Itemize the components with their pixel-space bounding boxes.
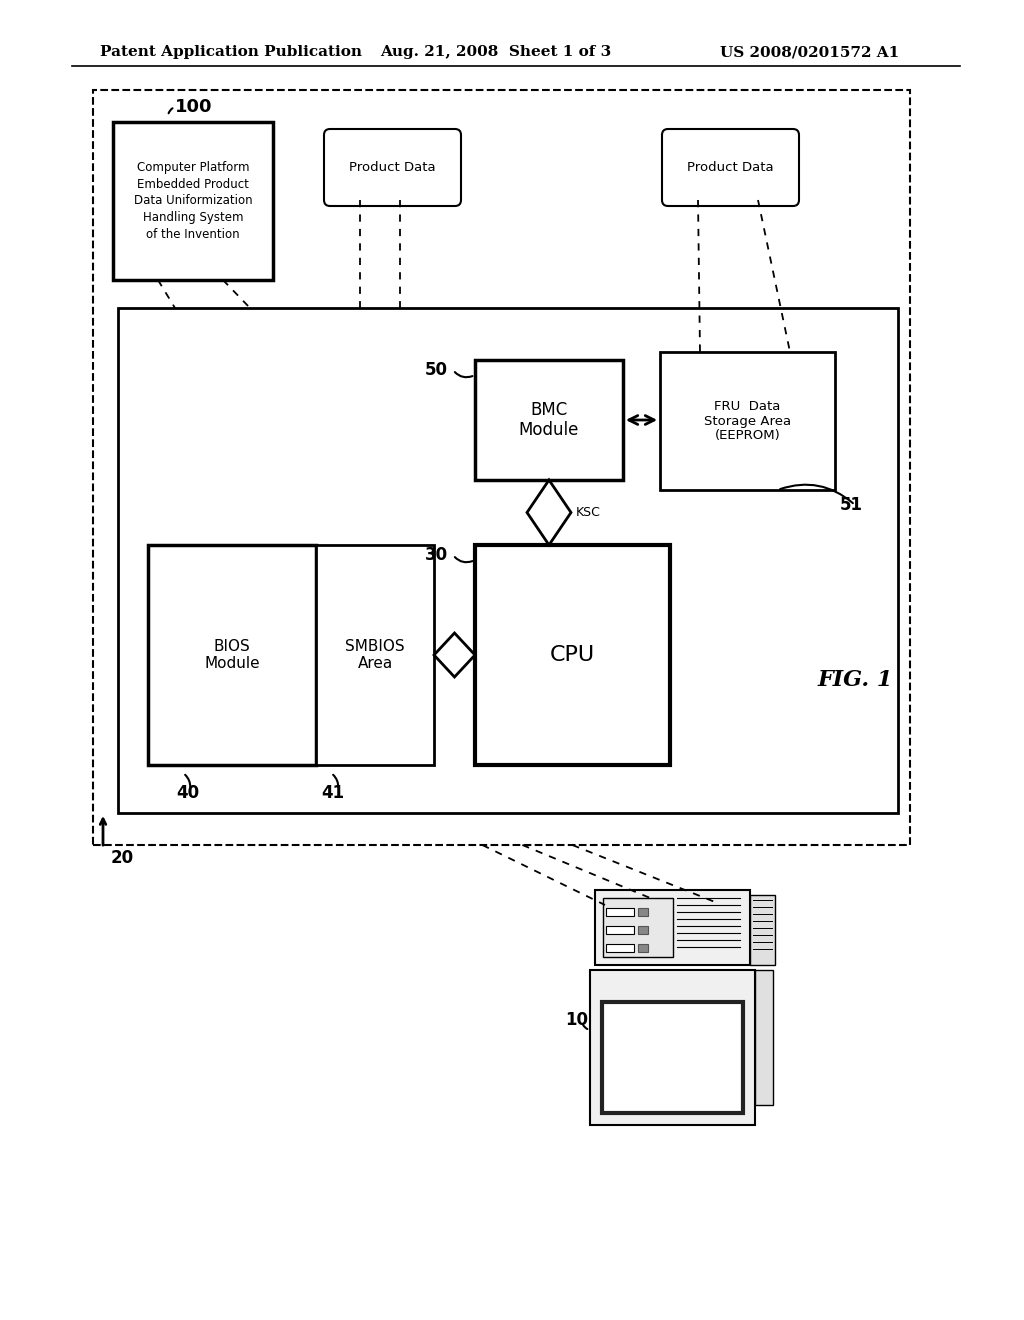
Text: Product Data: Product Data <box>687 161 774 174</box>
Text: 10: 10 <box>565 1011 588 1030</box>
Text: Aug. 21, 2008  Sheet 1 of 3: Aug. 21, 2008 Sheet 1 of 3 <box>380 45 611 59</box>
FancyBboxPatch shape <box>602 1002 743 1113</box>
Text: FIG. 1: FIG. 1 <box>817 669 893 690</box>
FancyBboxPatch shape <box>324 129 461 206</box>
Text: 51: 51 <box>840 496 863 513</box>
Polygon shape <box>527 480 571 545</box>
Text: BMC
Module: BMC Module <box>519 400 580 440</box>
Text: 30: 30 <box>425 546 449 564</box>
FancyBboxPatch shape <box>475 360 623 480</box>
Text: 50: 50 <box>425 360 449 379</box>
FancyBboxPatch shape <box>750 895 775 965</box>
Text: 20: 20 <box>111 849 134 867</box>
Text: Patent Application Publication: Patent Application Publication <box>100 45 362 59</box>
Text: 100: 100 <box>175 98 213 116</box>
FancyBboxPatch shape <box>93 90 910 845</box>
Text: Computer Platform
Embedded Product
Data Uniformization
Handling System
of the In: Computer Platform Embedded Product Data … <box>134 161 252 242</box>
FancyBboxPatch shape <box>475 545 670 766</box>
FancyBboxPatch shape <box>662 129 799 206</box>
Text: KSC: KSC <box>575 506 601 519</box>
Text: CPU: CPU <box>550 645 595 665</box>
FancyBboxPatch shape <box>590 970 755 1125</box>
FancyBboxPatch shape <box>755 970 773 1105</box>
Text: SMBIOS
Area: SMBIOS Area <box>345 639 404 671</box>
FancyBboxPatch shape <box>118 308 898 813</box>
FancyBboxPatch shape <box>638 927 648 935</box>
FancyBboxPatch shape <box>638 908 648 916</box>
FancyBboxPatch shape <box>606 908 634 916</box>
FancyBboxPatch shape <box>148 545 316 766</box>
Polygon shape <box>434 634 475 677</box>
FancyBboxPatch shape <box>660 352 835 490</box>
FancyBboxPatch shape <box>603 898 673 957</box>
Text: BIOS
Module: BIOS Module <box>204 639 260 671</box>
Text: FRU  Data
Storage Area
(EEPROM): FRU Data Storage Area (EEPROM) <box>703 400 792 442</box>
FancyBboxPatch shape <box>595 890 750 965</box>
FancyBboxPatch shape <box>606 944 634 952</box>
Text: 40: 40 <box>176 784 199 803</box>
Text: US 2008/0201572 A1: US 2008/0201572 A1 <box>720 45 899 59</box>
Text: 41: 41 <box>321 784 344 803</box>
FancyBboxPatch shape <box>606 927 634 935</box>
Text: Product Data: Product Data <box>349 161 436 174</box>
FancyBboxPatch shape <box>316 545 434 766</box>
FancyBboxPatch shape <box>113 121 273 280</box>
FancyBboxPatch shape <box>638 944 648 952</box>
